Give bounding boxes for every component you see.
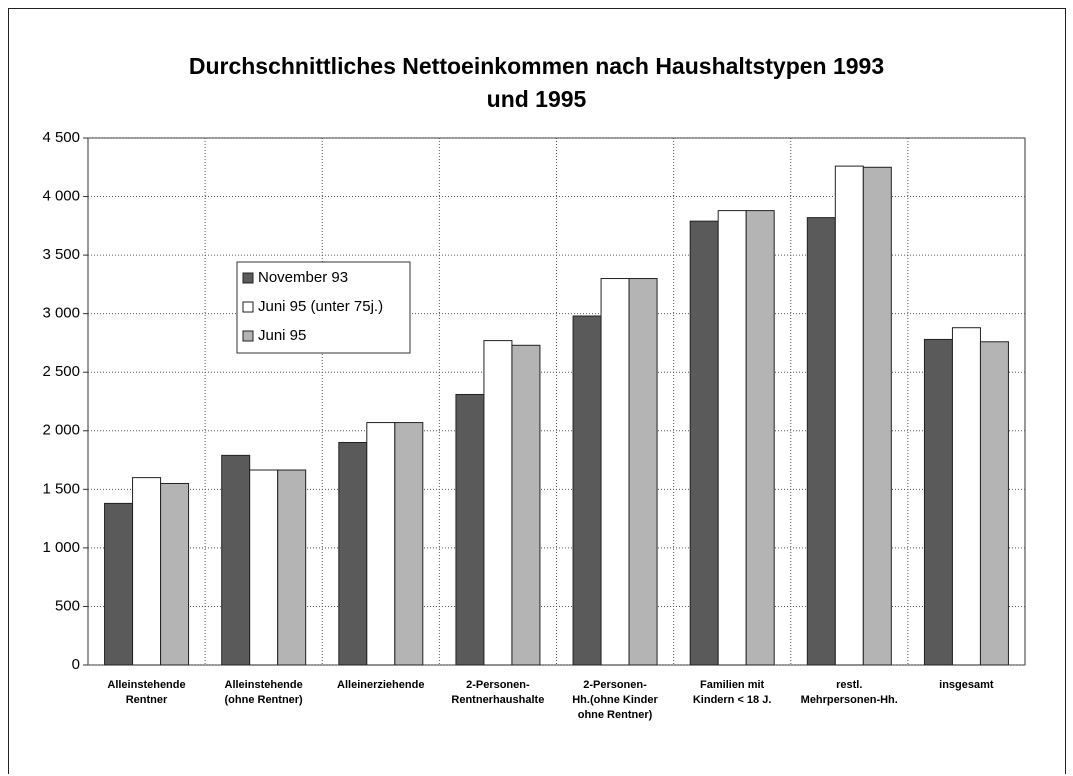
chart-title: Durchschnittliches Nettoeinkommen nach H… bbox=[188, 53, 885, 112]
legend: November 93 Juni 95 (unter 75j.) Juni 95 bbox=[236, 261, 411, 354]
bar bbox=[979, 341, 1009, 666]
y-tick-label: 1 000 bbox=[42, 539, 80, 556]
bar bbox=[366, 422, 396, 666]
legend-swatch bbox=[242, 272, 254, 284]
bar bbox=[221, 454, 251, 666]
bar bbox=[338, 441, 368, 666]
bar bbox=[745, 210, 775, 666]
bar bbox=[277, 469, 307, 666]
legend-box bbox=[236, 261, 411, 354]
legend-swatch bbox=[242, 301, 254, 313]
bar bbox=[628, 278, 658, 666]
legend-label: Juni 95 bbox=[258, 327, 306, 344]
x-tick-label: insgesamt bbox=[939, 679, 994, 691]
bar bbox=[104, 502, 134, 666]
x-tick-label: 2-Personen- Rentnerhaushalte bbox=[451, 679, 545, 706]
bar bbox=[862, 166, 892, 666]
bar bbox=[132, 477, 162, 666]
x-tick-label: 2-Personen- Hh.(ohne Kinder ohne Rentner… bbox=[572, 679, 658, 721]
bar bbox=[717, 210, 747, 666]
x-tick-label: Familien mit Kindern < 18 J. bbox=[692, 679, 772, 706]
legend-label: November 93 bbox=[258, 269, 348, 286]
bar bbox=[600, 278, 630, 666]
bar bbox=[483, 340, 513, 666]
y-tick-label: 1 500 bbox=[42, 480, 80, 497]
bar bbox=[394, 422, 424, 666]
bar bbox=[834, 165, 864, 666]
bar bbox=[160, 482, 190, 666]
x-tick-label: Alleinerziehende bbox=[337, 679, 425, 691]
y-tick-label: 2 500 bbox=[42, 363, 80, 380]
bar bbox=[511, 344, 541, 666]
legend-swatch bbox=[242, 330, 254, 342]
y-tick-label: 3 500 bbox=[42, 246, 80, 263]
legend-label: Juni 95 (unter 75j.) bbox=[258, 298, 383, 315]
y-tick-label: 3 000 bbox=[42, 305, 80, 322]
y-tick-label: 2 000 bbox=[42, 422, 80, 439]
y-tick-label: 500 bbox=[55, 597, 80, 614]
x-tick-label: Alleinstehende Rentner bbox=[107, 679, 186, 706]
y-tick-label: 4 000 bbox=[42, 188, 80, 205]
y-tick-label: 0 bbox=[72, 656, 80, 673]
bar bbox=[689, 220, 719, 666]
bar bbox=[249, 469, 279, 666]
bar bbox=[951, 327, 981, 666]
x-tick-label: restl. Mehrpersonen-Hh. bbox=[800, 679, 898, 706]
x-tick-label: Alleinstehende (ohne Rentner) bbox=[224, 679, 303, 706]
bar bbox=[455, 393, 485, 666]
bar bbox=[923, 338, 953, 666]
bar bbox=[806, 217, 836, 666]
y-tick-label: 4 500 bbox=[42, 129, 80, 146]
bar bbox=[572, 315, 602, 666]
chart-frame bbox=[8, 8, 1066, 774]
